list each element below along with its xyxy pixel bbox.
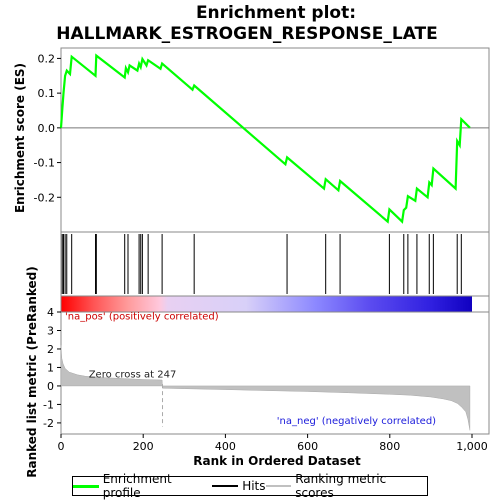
metric-axis-label: Ranked list metric (PreRanked) [25, 266, 39, 478]
chart-legend: Enrichment profile Hits Ranking metric s… [72, 476, 428, 496]
metric-y-tick-label: 1 [47, 361, 54, 374]
x-axis-label: Rank in Ordered Dataset [193, 454, 361, 468]
legend-label-enrichment-profile: Enrichment profile [103, 472, 212, 500]
legend-label-ranking-metric: Ranking metric scores [295, 472, 427, 500]
es-y-tick-label: 0.2 [38, 52, 56, 65]
es-y-tick-label: -0.1 [34, 157, 55, 170]
positive-correlation-label: 'na_pos' (positively correlated) [65, 311, 219, 322]
chart-title-line-2: HALLMARK_ESTROGEN_RESPONSE_LATE [56, 24, 438, 44]
es-axis-label: Enrichment score (ES) [13, 63, 27, 213]
metric-y-tick-label: 0 [47, 380, 54, 393]
x-tick-label: 800 [379, 440, 400, 453]
legend-item-ranking-metric: Ranking metric scores [266, 472, 427, 500]
x-tick-label: 400 [215, 440, 236, 453]
legend-swatch-enrichment-profile [73, 485, 99, 488]
es-y-tick-label: 0.1 [38, 87, 56, 100]
x-tick-label: 600 [297, 440, 318, 453]
negative-correlation-label: 'na_neg' (negatively correlated) [277, 416, 436, 427]
x-tick-label: 1,000 [456, 440, 488, 453]
legend-item-enrichment-profile: Enrichment profile [73, 472, 212, 500]
x-tick-label: 200 [133, 440, 154, 453]
x-tick-label: 0 [58, 440, 65, 453]
es-y-tick-label: 0.0 [38, 122, 56, 135]
zero-cross-label: Zero cross at 247 [89, 370, 177, 381]
metric-y-tick-label: -2 [43, 417, 54, 430]
metric-y-tick-label: 2 [47, 343, 54, 356]
legend-swatch-hits [212, 485, 238, 487]
chart-title-line-1: Enrichment plot: [196, 3, 356, 23]
metric-y-tick-label: 3 [47, 324, 54, 337]
rank-color-bar [61, 296, 472, 312]
es-y-tick-label: -0.2 [34, 191, 55, 204]
legend-swatch-ranking-metric [266, 485, 292, 487]
metric-y-tick-label: -1 [43, 398, 54, 411]
metric-y-tick-label: 4 [47, 306, 54, 319]
legend-label-hits: Hits [242, 479, 265, 493]
legend-item-hits: Hits [212, 479, 265, 493]
